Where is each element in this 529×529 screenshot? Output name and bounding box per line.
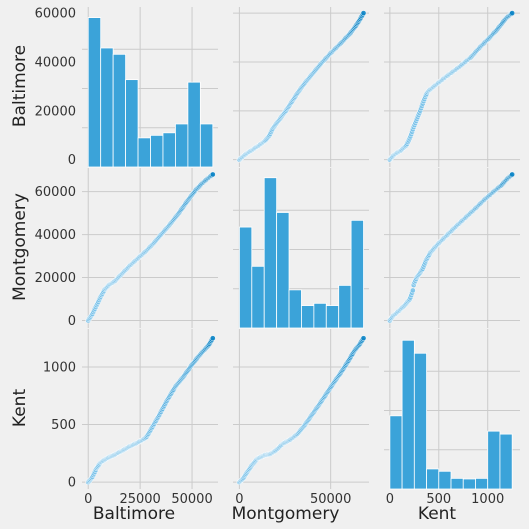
histogram-bar: [100, 47, 114, 168]
histogram-bar: [499, 433, 513, 490]
histogram-bar: [313, 302, 327, 329]
histogram-bar: [462, 478, 476, 490]
x-tick-label: 25000: [119, 492, 160, 507]
x-tick-label: 500: [426, 492, 451, 507]
panels: 0 20000 40000 60000 0 20000 40000 60000 0 500 1000…: [35, 7, 520, 507]
histogram-bar: [438, 470, 452, 490]
panel-kent-kent: [384, 329, 520, 490]
scatter-point: [410, 287, 416, 294]
histogram-bar: [125, 79, 139, 168]
panel-montgomery-baltimore: [82, 168, 218, 328]
histogram-bar: [238, 226, 253, 329]
panel-kent-baltimore-background: [82, 329, 218, 489]
histogram-bar: [187, 81, 201, 168]
panel-montgomery-kent: [384, 168, 520, 328]
x-axis-label-baltimore: Baltimore: [93, 504, 175, 524]
panel-kent-baltimore: [82, 329, 218, 489]
histogram-bar: [413, 352, 427, 490]
y-tick-label: 0: [68, 314, 76, 329]
scatter-point: [509, 171, 516, 178]
y-axis-label-montgomery: Montgomery: [10, 193, 30, 301]
histogram-bar: [150, 134, 164, 168]
panel-baltimore-montgomery: [233, 7, 369, 167]
x-axis-label-montgomery: Montgomery: [232, 504, 340, 524]
scatter-point: [209, 171, 216, 178]
histogram-bar: [251, 265, 265, 329]
scatter-point: [209, 335, 216, 342]
histogram-bar: [389, 415, 403, 490]
histogram-bar: [175, 123, 189, 168]
y-tick-label: 40000: [35, 228, 76, 243]
histogram-bar: [475, 477, 489, 490]
histogram-bar: [288, 289, 302, 329]
y-axis-label-kent: Kent: [10, 389, 30, 428]
scatter-point: [509, 10, 516, 16]
histogram-bar: [350, 219, 364, 329]
y-tick-label: 0: [68, 153, 76, 168]
histogram-bar: [338, 284, 352, 329]
scatter-point: [360, 10, 367, 16]
panel-kent-montgomery: [233, 329, 369, 489]
y-tick-label: 1000: [43, 360, 76, 375]
y-tick-label: 20000: [35, 271, 76, 286]
histogram-bar: [426, 468, 440, 490]
histogram-bar: [276, 212, 290, 329]
x-tick-label: 1000: [471, 492, 504, 507]
y-axis-label-baltimore: Baltimore: [10, 45, 30, 127]
y-tick-label: 0: [68, 476, 76, 491]
x-tick-label: 0: [84, 492, 92, 507]
histogram-bar: [137, 137, 151, 168]
y-tick-label: 40000: [35, 55, 76, 70]
panel-baltimore-baltimore: [82, 7, 218, 168]
histogram-bar: [162, 132, 176, 168]
x-tick-label: 0: [235, 492, 243, 507]
y-tick-label: 500: [51, 418, 76, 433]
histogram-bar: [401, 339, 415, 490]
x-tick-label: 0: [386, 492, 394, 507]
axis-labels: Baltimore Montgomery Kent Baltimore Mont…: [10, 45, 456, 524]
y-tick-label: 20000: [35, 104, 76, 119]
histogram-bar: [325, 305, 340, 329]
x-tick-label: 50000: [310, 492, 351, 507]
histogram-bar: [87, 17, 102, 168]
x-axis-label-kent: Kent: [418, 504, 457, 524]
scatter-point: [360, 335, 367, 342]
histogram-bar: [450, 477, 464, 490]
histogram-bar: [199, 123, 214, 168]
panel-baltimore-kent: [384, 7, 520, 167]
histogram-bar: [301, 305, 315, 329]
histogram-bar: [487, 430, 501, 490]
y-tick-label: 60000: [35, 7, 76, 22]
y-tick-label: 60000: [35, 185, 76, 200]
histogram-bar: [263, 177, 278, 329]
histogram-bar: [112, 53, 127, 168]
panel-montgomery-montgomery: [233, 168, 369, 329]
x-tick-label: 50000: [171, 492, 212, 507]
